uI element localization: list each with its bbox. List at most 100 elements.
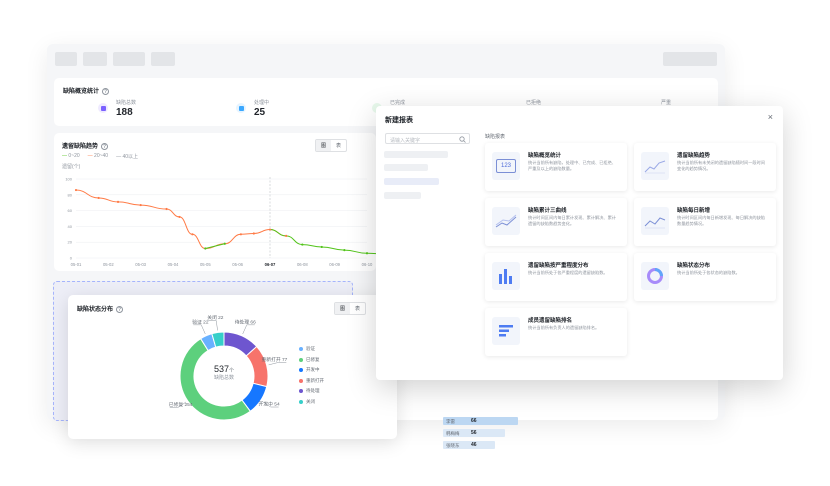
report-template-card[interactable]: 缺陷状态分布 统计当前所处于各状态的缺陷数。 (634, 253, 776, 301)
bug-icon (98, 103, 108, 113)
trend-card: 遗留缺陷趋势? 图表 — 0~20 — 20~40 — 40以上 遗留(个) 0… (54, 133, 376, 271)
data-point[interactable] (165, 207, 168, 211)
label-leader (169, 401, 187, 408)
label-leader (193, 324, 206, 335)
search-placeholder: 请输入关键字 (390, 137, 421, 144)
slice-label: 重新打开 77 (261, 356, 287, 363)
report-template-card[interactable]: 123 缺陷概览统计 统计当前所有缺陷，处理中、已完成、已拒绝、严重及以上的缺陷数量… (485, 143, 627, 191)
stat-label: 已完成 (390, 100, 406, 106)
toolbar-placeholder[interactable] (55, 52, 77, 66)
legend-item[interactable]: 待处理 (299, 388, 324, 394)
data-point[interactable] (74, 188, 78, 192)
legend-label: 重新打开 (306, 377, 324, 383)
legend-item[interactable]: 开发中 (299, 367, 324, 373)
view-toggle[interactable]: 图表 (334, 302, 367, 315)
search-icon[interactable] (459, 136, 466, 143)
data-point[interactable] (285, 234, 288, 237)
bar-chart-icon (492, 262, 520, 290)
legend-label: 开发中 (306, 367, 320, 373)
section-label: 缺陷报表 (485, 134, 506, 140)
template-title: 遗留缺陷按严重程度分布 (528, 263, 589, 269)
category-item[interactable] (384, 192, 421, 199)
y-tick-label: 20 (68, 240, 73, 245)
data-point[interactable] (365, 252, 369, 255)
legend-item: — 20~40 (87, 153, 109, 159)
data-point[interactable] (204, 247, 207, 250)
data-point[interactable] (178, 215, 181, 219)
report-template-card[interactable]: 缺陷累计三曲线 统计时间区间内每日累计发现、累计解决、累计遗留的缺陷数趋势变化。 (485, 198, 627, 246)
legend-item[interactable]: 重新打开 (299, 378, 324, 384)
rank-bar[interactable]: 李雷 66 (443, 417, 518, 425)
data-point[interactable] (223, 242, 226, 245)
template-title: 遗留缺陷趋势 (677, 153, 711, 159)
modal-title: 新建报表 (385, 117, 413, 124)
label-leader (268, 362, 287, 366)
stat-label: 处理中 (254, 100, 270, 106)
template-title: 缺陷概览统计 (528, 153, 562, 159)
rank-value: 66 (471, 418, 477, 424)
legend-dot (299, 357, 303, 362)
rank-name: 张晓东 (446, 442, 460, 448)
report-template-card[interactable]: 成员遗留缺陷排名 统计当前所有负责人的遗留缺陷排名。 (485, 308, 627, 356)
search-input[interactable]: 请输入关键字 (385, 133, 470, 144)
toolbar-placeholder[interactable] (83, 52, 107, 66)
legend-item[interactable]: 关闭 (299, 399, 324, 405)
data-point[interactable] (116, 200, 120, 204)
multi-line-icon (492, 207, 520, 235)
category-item[interactable] (384, 151, 448, 158)
stat-value: 25 (254, 107, 266, 118)
rank-bar[interactable]: 韩梅梅 56 (443, 429, 505, 437)
help-icon[interactable]: ? (116, 305, 124, 313)
chart-view-tab[interactable]: 图 (335, 303, 351, 314)
pie-slice[interactable] (245, 345, 269, 388)
template-desc: 统计当前所处于各严重程度的遗留缺陷数。 (528, 270, 608, 275)
template-title: 缺陷状态分布 (677, 263, 711, 269)
x-tick-label: 06-10 (362, 262, 373, 267)
help-icon[interactable]: ? (102, 87, 110, 95)
x-tick-label: 05-01 (71, 262, 82, 267)
stat-label: 缺陷总数 (116, 100, 137, 106)
distribution-title: 缺陷状态分布? (77, 305, 124, 313)
template-desc: 统计当前所有负责人的遗留缺陷排名。 (528, 325, 600, 330)
data-point[interactable] (320, 245, 323, 249)
legend-dot (299, 378, 303, 383)
category-item-active[interactable] (384, 178, 439, 185)
close-icon[interactable]: × (767, 112, 773, 122)
chart-view-tab[interactable]: 图 (316, 140, 332, 151)
report-template-card[interactable]: 遗留缺陷趋势 统计当前所有未关闭的遗留缺陷随时间一段时间变化的趋势情况。 (634, 143, 776, 191)
table-view-tab[interactable]: 表 (336, 143, 342, 149)
report-template-card[interactable]: 遗留缺陷按严重程度分布 统计当前所处于各严重程度的遗留缺陷数。 (485, 253, 627, 301)
total-value: 537 (213, 364, 229, 374)
report-template-card[interactable]: 缺陷每日新增 统计时间区间内每日新增发现、每日解决的缺陷数量趋势情况。 (634, 198, 776, 246)
toolbar-placeholder[interactable] (113, 52, 145, 66)
table-view-tab[interactable]: 表 (355, 306, 361, 312)
toolbar-placeholder[interactable] (663, 52, 717, 66)
category-item[interactable] (384, 164, 428, 171)
data-point[interactable] (97, 196, 100, 200)
data-point[interactable] (191, 233, 194, 236)
label-leader (262, 401, 279, 408)
total-unit: 个 (229, 368, 235, 374)
pie-slice[interactable] (211, 331, 225, 348)
legend-item[interactable]: 已修复 (299, 357, 324, 363)
legend-item[interactable]: 验证 (299, 346, 324, 352)
stat-label: 严重 (661, 100, 672, 106)
toolbar-placeholder[interactable] (151, 52, 175, 66)
trend-title: 遗留缺陷趋势? (62, 142, 109, 150)
y-tick-label: 60 (68, 208, 73, 213)
data-point[interactable] (268, 228, 272, 231)
data-point[interactable] (252, 232, 255, 235)
data-point[interactable] (301, 243, 304, 246)
data-point[interactable] (239, 233, 242, 236)
x-tick-label: 05-04 (168, 262, 179, 267)
rank-bar[interactable]: 张晓东 46 (443, 441, 495, 449)
rank-value: 46 (471, 442, 477, 448)
help-icon[interactable]: ? (101, 142, 109, 150)
data-point[interactable] (139, 203, 142, 207)
view-toggle[interactable]: 图表 (315, 139, 348, 152)
data-point[interactable] (343, 249, 346, 252)
slice-label: 待处理 66 (235, 318, 256, 325)
overview-title: 缺陷概览统计? (63, 87, 110, 95)
distribution-card[interactable]: 缺陷状态分布? 图表 待处理 66 重新打开 77 开发中 54 已修复 254 验证 … (68, 295, 397, 439)
